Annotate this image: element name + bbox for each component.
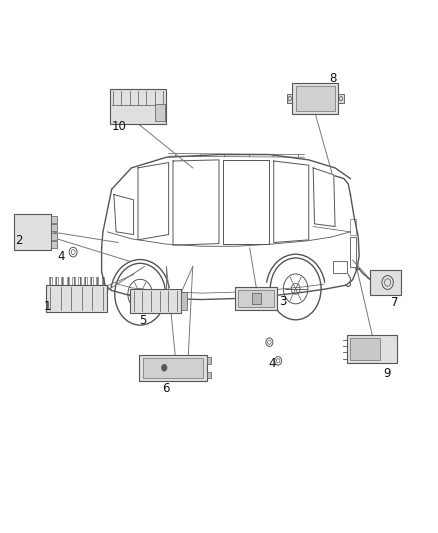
- Text: 1: 1: [44, 300, 51, 313]
- Text: 2: 2: [15, 235, 22, 247]
- Bar: [287, 94, 293, 103]
- Text: 5: 5: [139, 314, 147, 327]
- Bar: [350, 219, 356, 235]
- Bar: [110, 89, 166, 124]
- Bar: [143, 358, 203, 378]
- Bar: [51, 241, 57, 248]
- Bar: [131, 289, 180, 313]
- Text: 8: 8: [329, 72, 337, 85]
- Bar: [155, 104, 165, 121]
- Bar: [207, 357, 211, 364]
- Bar: [180, 292, 187, 310]
- Bar: [51, 233, 57, 240]
- Bar: [350, 237, 356, 266]
- Bar: [51, 216, 57, 223]
- Text: 10: 10: [112, 120, 127, 133]
- Text: 6: 6: [162, 382, 170, 394]
- Bar: [293, 83, 338, 114]
- Bar: [338, 94, 343, 103]
- Text: 4: 4: [57, 250, 64, 263]
- Bar: [14, 214, 51, 250]
- Text: 9: 9: [383, 367, 391, 379]
- Text: 4: 4: [268, 357, 276, 370]
- Bar: [236, 287, 277, 310]
- Text: 7: 7: [391, 296, 399, 309]
- Bar: [46, 285, 107, 312]
- Bar: [252, 293, 261, 304]
- Bar: [350, 338, 380, 360]
- Bar: [370, 270, 401, 295]
- Bar: [207, 372, 211, 378]
- Bar: [238, 290, 274, 307]
- Bar: [347, 335, 398, 363]
- Bar: [333, 261, 347, 273]
- Text: 3: 3: [279, 295, 287, 308]
- Bar: [296, 86, 335, 111]
- Bar: [51, 224, 57, 231]
- Bar: [139, 355, 207, 381]
- Circle shape: [161, 364, 167, 372]
